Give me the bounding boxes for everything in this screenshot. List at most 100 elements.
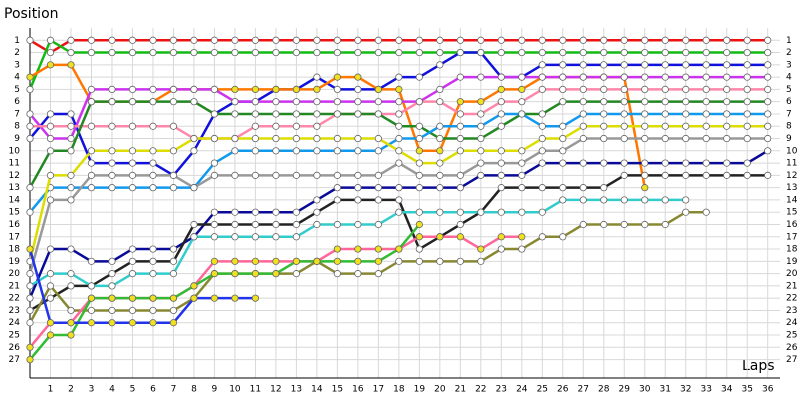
point — [26, 134, 34, 143]
point — [682, 36, 690, 44]
point — [579, 85, 587, 94]
point — [518, 245, 526, 253]
point — [354, 110, 362, 118]
x-tick-label: 24 — [516, 385, 528, 395]
x-tick-label: 17 — [373, 385, 384, 395]
x-tick-label: 23 — [496, 385, 507, 395]
point — [641, 85, 649, 94]
point — [46, 122, 55, 130]
point — [764, 36, 772, 44]
point — [764, 85, 772, 94]
point — [497, 147, 505, 155]
point — [661, 73, 669, 81]
point — [333, 171, 341, 179]
point — [108, 98, 116, 106]
point — [67, 245, 75, 253]
point — [272, 134, 280, 143]
point — [764, 48, 772, 57]
point — [456, 134, 464, 143]
y-tick-label-right: 11 — [786, 159, 797, 169]
point — [600, 85, 608, 94]
point — [661, 110, 669, 118]
point — [87, 184, 96, 192]
point — [292, 98, 300, 106]
point — [67, 196, 75, 204]
x-tick-label: 12 — [270, 385, 281, 395]
point — [374, 171, 382, 179]
point — [415, 134, 423, 143]
point — [743, 61, 751, 69]
y-tick-label-right: 12 — [786, 171, 797, 181]
point — [723, 61, 731, 69]
point — [436, 233, 444, 241]
point — [231, 147, 239, 155]
x-tick-label: 7 — [171, 385, 177, 395]
point — [374, 257, 382, 265]
point — [477, 257, 485, 265]
point — [210, 85, 219, 94]
point — [579, 61, 587, 69]
point — [272, 110, 280, 118]
point — [395, 122, 403, 130]
point — [559, 233, 567, 241]
point — [272, 48, 280, 57]
point — [538, 159, 546, 167]
x-tick-label: 25 — [537, 385, 548, 395]
point — [723, 48, 731, 57]
point — [67, 282, 75, 290]
point — [661, 159, 669, 167]
point — [333, 257, 341, 265]
point — [702, 48, 710, 57]
point — [190, 294, 198, 302]
y-tick-label-right: 26 — [786, 343, 798, 353]
point — [210, 294, 219, 302]
x-tick-label: 5 — [130, 385, 136, 395]
point — [559, 36, 567, 44]
point — [620, 48, 628, 57]
point — [272, 122, 280, 130]
point — [67, 147, 75, 155]
point — [395, 147, 403, 155]
point — [518, 208, 526, 216]
x-tick-label: 29 — [619, 385, 631, 395]
point — [26, 85, 34, 94]
point — [497, 36, 505, 44]
point — [169, 122, 178, 130]
point — [702, 171, 710, 179]
point — [702, 61, 710, 69]
point — [87, 257, 96, 265]
y-tick-label-right: 3 — [786, 60, 792, 70]
point — [743, 110, 751, 118]
point — [128, 122, 137, 130]
point — [313, 98, 321, 106]
y-tick-label-right: 21 — [786, 281, 797, 291]
x-tick-label: 13 — [291, 385, 302, 395]
point — [620, 110, 628, 118]
y-tick-label-right: 13 — [786, 183, 797, 193]
point — [87, 122, 96, 130]
point — [210, 233, 219, 241]
point — [661, 196, 669, 204]
point — [395, 159, 403, 167]
point — [190, 233, 198, 241]
point — [313, 220, 321, 229]
point — [292, 257, 300, 265]
point — [497, 73, 505, 81]
point — [436, 36, 444, 44]
point — [149, 319, 157, 327]
point — [333, 85, 341, 94]
point — [313, 257, 321, 265]
point — [702, 36, 710, 44]
point — [251, 147, 260, 155]
point — [128, 159, 137, 167]
point — [128, 171, 137, 179]
point — [108, 48, 116, 57]
point — [395, 184, 403, 192]
point — [26, 184, 34, 192]
point — [26, 122, 34, 130]
point — [231, 98, 239, 106]
point — [251, 294, 260, 302]
point — [292, 134, 300, 143]
point — [251, 220, 260, 229]
point — [46, 147, 55, 155]
